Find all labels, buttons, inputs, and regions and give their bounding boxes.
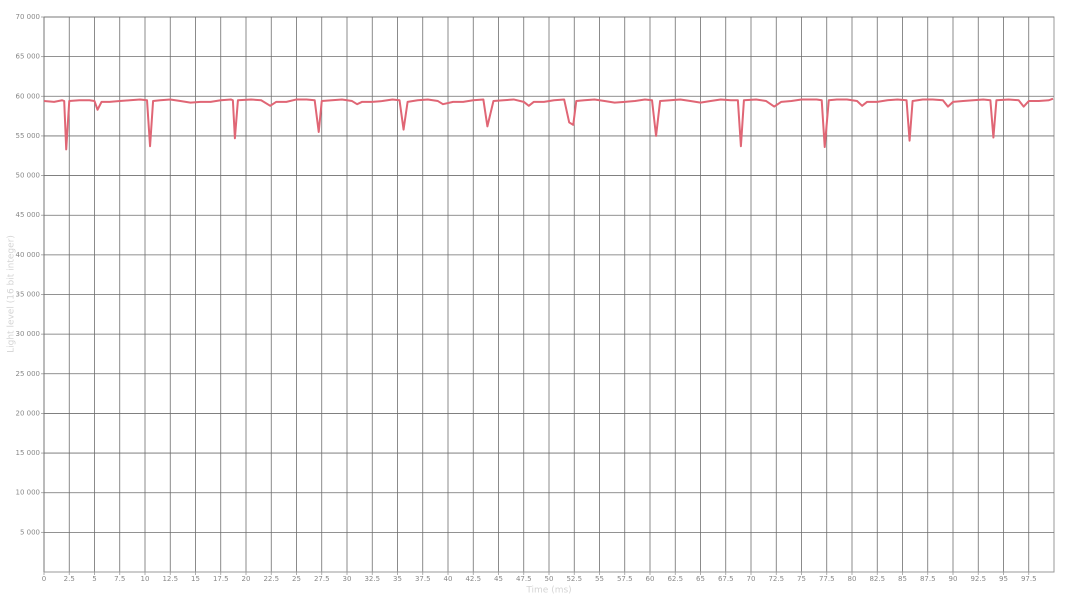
y-tick-label: 50 000: [16, 172, 41, 180]
x-tick-label: 30: [343, 575, 352, 583]
y-tick-label: 25 000: [16, 370, 41, 378]
x-tick-label: 27.5: [314, 575, 330, 583]
x-tick-label: 80: [848, 575, 857, 583]
x-tick-label: 22.5: [263, 575, 279, 583]
x-tick-label: 50: [545, 575, 554, 583]
y-tick-label: 40 000: [16, 251, 41, 259]
x-tick-label: 40: [444, 575, 453, 583]
x-tick-label: 17.5: [213, 575, 229, 583]
x-tick-label: 10: [141, 575, 150, 583]
x-tick-label: 32.5: [364, 575, 380, 583]
y-tick-label: 20 000: [16, 409, 41, 417]
x-tick-label: 42.5: [465, 575, 481, 583]
y-tick-label: 55 000: [16, 132, 41, 140]
y-tick-label: 65 000: [16, 53, 41, 61]
x-tick-label: 85: [898, 575, 907, 583]
x-tick-label: 35: [393, 575, 402, 583]
x-tick-label: 82.5: [869, 575, 885, 583]
x-tick-label: 15: [191, 575, 200, 583]
x-tick-label: 77.5: [819, 575, 835, 583]
x-tick-label: 5: [92, 575, 96, 583]
x-tick-label: 2.5: [64, 575, 75, 583]
x-tick-label: 95: [999, 575, 1008, 583]
x-tick-label: 97.5: [1021, 575, 1037, 583]
x-tick-label: 7.5: [114, 575, 125, 583]
x-tick-label: 47.5: [516, 575, 532, 583]
y-tick-label: 15 000: [16, 449, 41, 457]
x-tick-label: 87.5: [920, 575, 936, 583]
x-tick-label: 65: [696, 575, 705, 583]
x-tick-label: 62.5: [667, 575, 683, 583]
x-tick-label: 67.5: [718, 575, 734, 583]
x-tick-label: 37.5: [415, 575, 431, 583]
y-tick-label: 60 000: [16, 92, 41, 100]
x-tick-label: 55: [595, 575, 604, 583]
x-tick-label: 12.5: [162, 575, 178, 583]
x-tick-label: 90: [949, 575, 958, 583]
x-tick-label: 70: [747, 575, 756, 583]
x-tick-label: 52.5: [566, 575, 582, 583]
x-axis-title: Time (ms): [525, 586, 571, 596]
x-tick-label: 25: [292, 575, 301, 583]
y-tick-label: 30 000: [16, 330, 41, 338]
y-tick-label: 10 000: [16, 489, 41, 497]
x-tick-label: 60: [646, 575, 655, 583]
y-tick-label: 35 000: [16, 291, 41, 299]
x-tick-label: 72.5: [768, 575, 784, 583]
y-tick-label: 45 000: [16, 211, 41, 219]
x-tick-label: 0: [42, 575, 46, 583]
x-tick-label: 92.5: [970, 575, 986, 583]
data-line: [43, 97, 1054, 151]
x-tick-label: 45: [494, 575, 503, 583]
x-tick-label: 20: [242, 575, 251, 583]
y-tick-label: 70 000: [16, 13, 41, 21]
y-tick-label: 5 000: [20, 528, 40, 536]
x-tick-label: 75: [797, 575, 806, 583]
x-tick-label: 57.5: [617, 575, 633, 583]
y-axis-title: Light level (16 bit integer): [7, 235, 17, 353]
